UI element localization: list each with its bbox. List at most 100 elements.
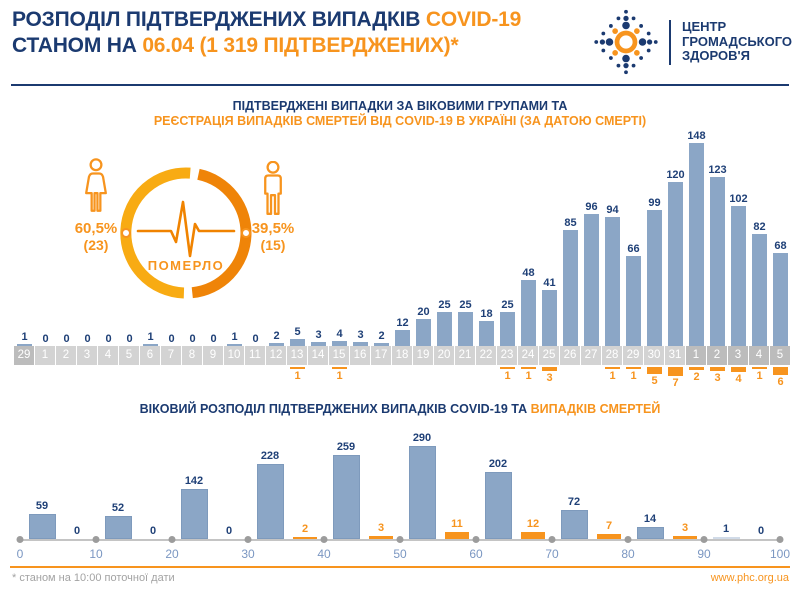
case-value: 41	[543, 277, 556, 290]
day-label: 3	[77, 346, 98, 366]
death-bar	[731, 367, 746, 373]
case-value: 20	[417, 306, 430, 319]
death-bar	[605, 367, 620, 370]
day-label: 13	[287, 346, 308, 366]
case-bar-stack: 120	[666, 126, 685, 347]
day-column: 48 24 1	[518, 126, 539, 399]
case-value: 12	[396, 317, 409, 330]
age-death-value: 0	[73, 525, 81, 537]
chart1-title-line2: РЕЄСТРАЦІЯ ВИПАДКІВ СМЕРТЕЙ ВІД COVID-19…	[153, 114, 647, 128]
age-case-bar	[28, 514, 56, 539]
age-case-stack: 142	[180, 475, 208, 539]
age-group-cell: 202 12	[476, 428, 552, 539]
age-case-stack: 290	[408, 432, 436, 539]
day-column: 94 28 1	[602, 126, 623, 399]
age-case-value: 202	[488, 458, 508, 470]
day-label: 22	[476, 346, 497, 366]
case-bar-stack: 1	[227, 126, 242, 347]
day-column: 102 3 4	[728, 126, 749, 399]
case-bar	[17, 344, 32, 347]
day-label: 10	[224, 346, 245, 366]
day-label: 23	[497, 346, 518, 366]
day-label: 8	[182, 346, 203, 366]
case-bar-stack: 0	[42, 126, 48, 346]
age-death-stack: 0	[748, 525, 774, 539]
day-column: 20 19	[413, 126, 434, 399]
case-bar	[521, 280, 536, 347]
case-bar-stack: 18	[479, 126, 494, 347]
case-value: 5	[294, 326, 301, 339]
case-bar-stack: 0	[189, 126, 195, 346]
day-column: 1 29	[14, 126, 35, 399]
case-bar-stack: 48	[521, 126, 536, 347]
day-label: 20	[434, 346, 455, 366]
case-bar	[688, 143, 704, 347]
age-death-value: 0	[757, 525, 765, 537]
axis-tick-label: 10	[89, 547, 103, 561]
death-bar	[332, 367, 347, 370]
day-column: 5 13 1	[287, 126, 308, 399]
day-label: 26	[560, 346, 581, 366]
day-column: 2 17	[371, 126, 392, 399]
age-death-bar	[369, 536, 393, 539]
case-value: 123	[708, 164, 727, 177]
death-slot: 1	[521, 365, 536, 399]
death-slot: 1	[752, 365, 767, 399]
case-bar	[500, 312, 515, 347]
day-label: 9	[203, 346, 224, 366]
death-value: 2	[693, 371, 700, 384]
death-bar	[542, 367, 557, 372]
case-value: 0	[84, 333, 91, 346]
day-label: 16	[350, 346, 371, 366]
case-bar-stack: 66	[626, 126, 641, 347]
age-death-stack: 3	[672, 522, 698, 539]
death-bar	[290, 367, 305, 370]
case-bar-stack: 102	[729, 126, 748, 347]
website-link[interactable]: www.phc.org.ua	[710, 572, 789, 584]
day-column: 41 25 3	[539, 126, 560, 399]
case-bar-stack: 99	[647, 126, 662, 347]
death-value: 1	[294, 370, 301, 383]
case-bar	[647, 210, 662, 347]
day-column: 96 27	[581, 126, 602, 399]
day-column: 148 1 2	[686, 126, 707, 399]
death-slot: 6	[773, 365, 788, 399]
case-bar-stack: 123	[708, 126, 727, 347]
day-column: 66 29 1	[623, 126, 644, 399]
age-group-cell: 59 0	[20, 428, 96, 539]
case-bar	[479, 321, 494, 347]
age-case-bar	[180, 489, 208, 539]
donut-center-label: ПОМЕРЛО	[147, 258, 225, 273]
case-bar-stack: 12	[395, 126, 410, 347]
day-label: 21	[455, 346, 476, 366]
case-value: 68	[774, 240, 787, 253]
axis-dot	[548, 536, 556, 543]
age-case-value: 142	[184, 475, 204, 487]
age-case-bar	[484, 472, 512, 539]
axis-tick-label: 80	[621, 547, 635, 561]
death-bar	[626, 367, 641, 370]
age-death-value: 0	[149, 525, 157, 537]
heartbeat-icon	[136, 200, 236, 258]
age-case-stack: 228	[256, 450, 284, 539]
case-bar	[395, 330, 410, 347]
death-slot: 3	[710, 365, 725, 399]
death-value: 1	[756, 370, 763, 383]
case-value: 94	[606, 204, 619, 217]
day-label: 2	[56, 346, 77, 366]
case-value: 25	[459, 299, 472, 312]
case-bar-stack: 25	[437, 126, 452, 347]
deaths-gender-donut: ПОМЕРЛО 60,5% (23) 39,5% (15)	[40, 150, 320, 305]
axis-tick-label: 50	[393, 547, 407, 561]
case-bar-stack: 25	[500, 126, 515, 347]
death-bar	[500, 367, 515, 370]
case-value: 0	[126, 333, 133, 346]
death-slot: 1	[290, 365, 305, 399]
age-group-cell: 228 2	[248, 428, 324, 539]
day-column: 3 16	[350, 126, 371, 399]
